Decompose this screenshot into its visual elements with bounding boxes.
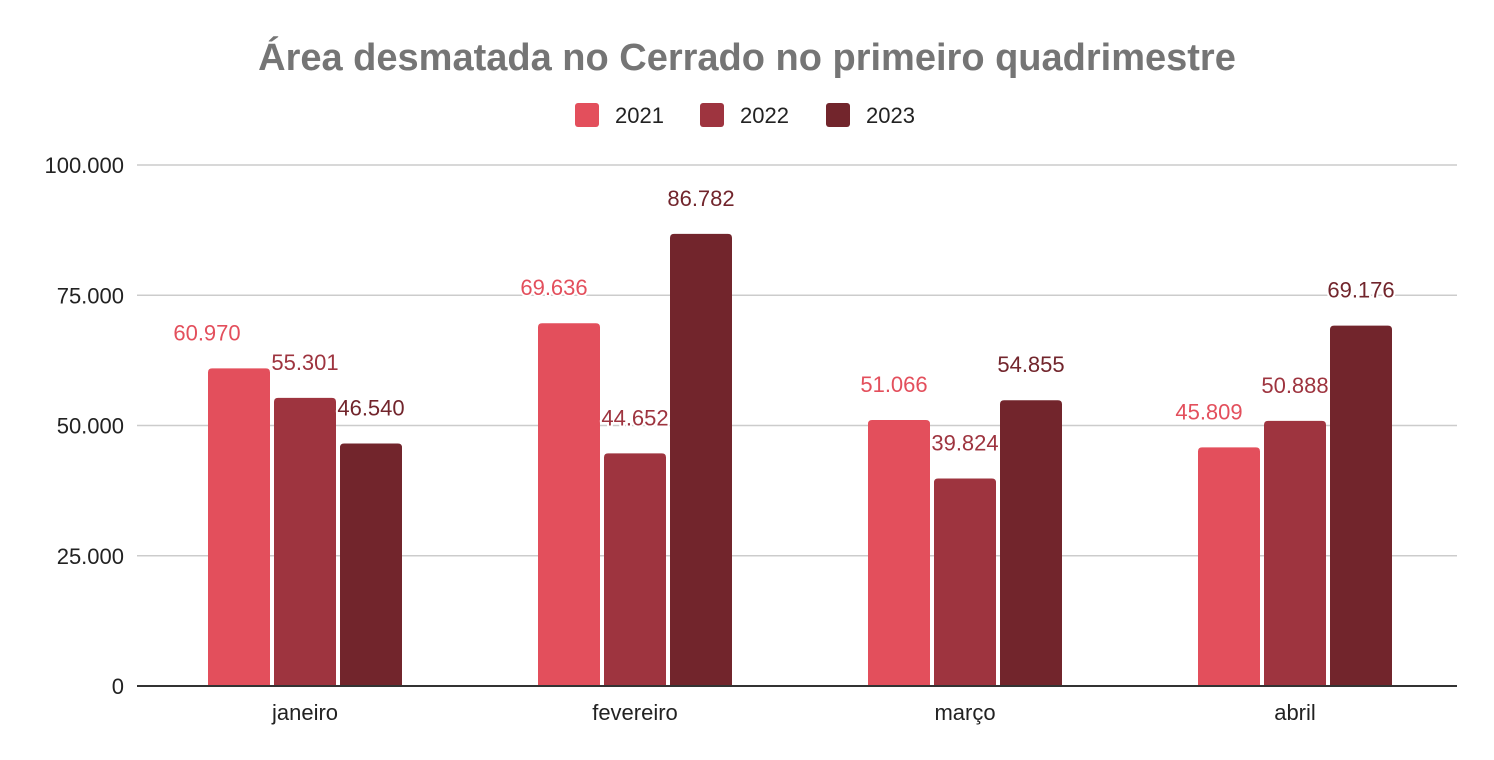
data-label-2022-abril: 50.888 — [1261, 373, 1328, 398]
x-axis-labels: janeiro fevereiro março abril — [271, 700, 1316, 725]
bars — [208, 233, 1392, 686]
x-tick-label: janeiro — [271, 700, 338, 725]
y-tick-label: 100.000 — [44, 153, 124, 178]
data-labels: 60.970 55.301 46.540 69.636 44.652 86.782 51.0… — [171, 184, 1396, 458]
legend-swatch-2021 — [575, 103, 599, 127]
data-label-2022-março: 39.824 — [931, 431, 998, 456]
legend-label-2023: 2023 — [866, 103, 915, 128]
data-label-2022-fevereiro: 44.652 — [601, 405, 668, 430]
data-label-2022-janeiro: 55.301 — [271, 350, 338, 375]
bar-2021-fevereiro — [538, 323, 600, 686]
x-tick-label: fevereiro — [592, 700, 678, 725]
y-tick-label: 75.000 — [57, 283, 124, 308]
data-label-2021-março: 51.066 — [860, 372, 927, 397]
data-label-2021-fevereiro: 69.636 — [520, 275, 587, 300]
legend-label-2021: 2021 — [615, 103, 664, 128]
data-label-2023-janeiro: 46.540 — [337, 396, 404, 421]
legend-swatch-2023 — [826, 103, 850, 127]
y-tick-label: 50.000 — [57, 414, 124, 439]
data-label-2021-abril: 45.809 — [1175, 399, 1242, 424]
bar-2022-janeiro — [274, 397, 336, 686]
data-label-2023-março: 54.855 — [997, 352, 1064, 377]
bar-2023-fevereiro — [670, 233, 732, 686]
legend: 2021 2022 2023 — [575, 103, 915, 128]
y-tick-label: 25.000 — [57, 544, 124, 569]
legend-label-2022: 2022 — [740, 103, 789, 128]
data-label-2021-janeiro: 60.970 — [173, 320, 240, 345]
bar-2022-abril — [1264, 420, 1326, 686]
bar-2021-abril — [1198, 447, 1260, 686]
y-tick-label: 0 — [112, 674, 124, 699]
y-axis-ticks: 0 25.000 50.000 75.000 100.000 — [44, 153, 124, 699]
bar-2022-março — [934, 478, 996, 686]
x-tick-label: abril — [1274, 700, 1316, 725]
bar-2023-março — [1000, 400, 1062, 686]
data-label-2023-abril: 69.176 — [1327, 278, 1394, 303]
bar-2021-março — [868, 419, 930, 686]
legend-swatch-2022 — [700, 103, 724, 127]
x-tick-label: março — [934, 700, 995, 725]
bar-2023-abril — [1330, 325, 1392, 686]
bar-2023-janeiro — [340, 443, 402, 686]
bar-2021-janeiro — [208, 368, 270, 686]
chart-title: Área desmatada no Cerrado no primeiro qu… — [258, 35, 1236, 79]
bar-2022-fevereiro — [604, 453, 666, 686]
data-label-2023-fevereiro: 86.782 — [667, 186, 734, 211]
